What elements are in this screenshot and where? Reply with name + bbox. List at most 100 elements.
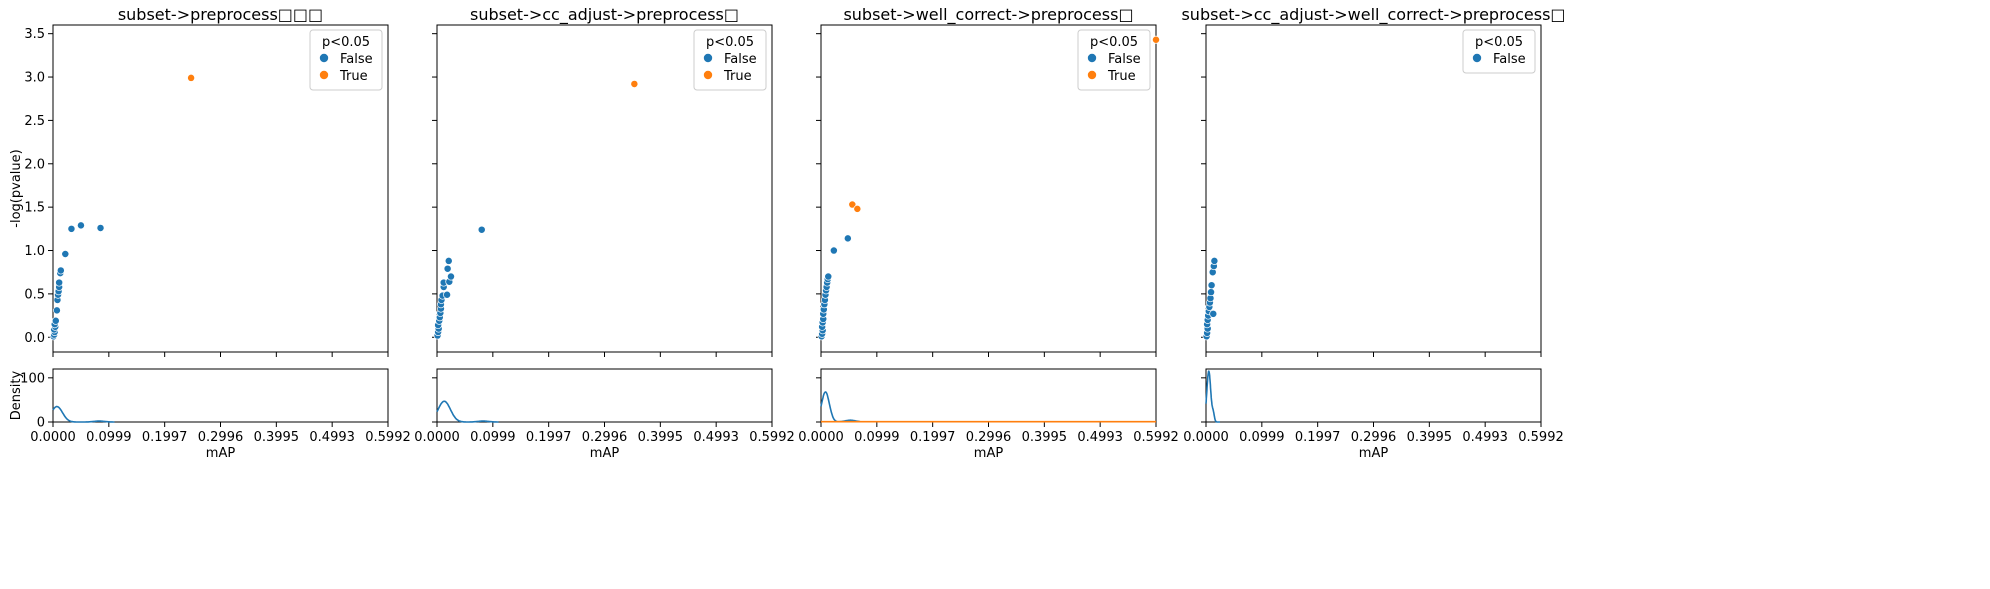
legend-marker-false [1087,53,1097,63]
data-point-false [843,234,852,243]
legend-marker-false [319,53,329,63]
x-tick-label: 0.1997 [1295,430,1341,445]
x-tick-label: 0.4993 [1462,430,1508,445]
data-point-false [96,224,105,232]
legend-marker-true [319,70,329,80]
legend-label: False [1493,52,1526,67]
x-tick-label: 0.0000 [798,430,844,445]
density-curve [436,400,499,423]
panel-4: subset->cc_adjust->well_correct->preproc… [1181,5,1565,461]
data-point-false [1207,281,1216,290]
density-y-tick-label: 100 [20,371,45,386]
density-curve [52,405,115,423]
y-tick-label: 1.0 [24,244,45,259]
data-point-false [1209,309,1218,318]
data-point-true [853,204,862,213]
x-tick-label: 0.4993 [1077,430,1123,445]
legend-title: p<0.05 [322,35,370,50]
x-tick-label: 0.0999 [86,430,132,445]
x-tick-label: 0.0000 [30,430,76,445]
x-tick-label: 0.5992 [1518,430,1564,445]
x-axis-label: mAP [590,446,620,461]
legend: p<0.05 False True [693,29,767,91]
data-point-false [443,290,452,299]
y-tick-label: 1.5 [24,201,45,216]
data-point-true [1152,35,1160,44]
legend: p<0.05 False True [309,29,383,91]
x-tick-label: 0.0000 [414,430,460,445]
data-point-false [55,278,64,287]
legend-label: False [1108,52,1141,67]
scatter-axes-frame [1205,24,1542,353]
y-tick-label: 0.5 [24,287,45,302]
x-tick-label: 0.2996 [966,430,1012,445]
data-point-false [829,246,838,255]
density-axes-frame [436,368,773,423]
x-tick-label: 0.3995 [1022,430,1068,445]
y-tick-label: 2.5 [24,114,45,129]
x-tick-label: 0.1997 [526,430,572,445]
panel-title: subset->preprocess□□□ [118,5,323,24]
data-point-false [61,250,70,258]
data-point-false [51,316,60,325]
x-axis-label: mAP [206,446,236,461]
x-tick-label: 0.1997 [910,430,956,445]
panel-title: subset->cc_adjust->preprocess□ [470,5,739,25]
x-tick-label: 0.3995 [1407,430,1453,445]
x-tick-label: 0.0999 [854,430,900,445]
panel-3: subset->well_correct->preprocess□ 0.0000 0… [798,5,1179,461]
panel-title: subset->well_correct->preprocess□ [843,5,1133,25]
density-curve [1205,370,1220,423]
density-y-axis-label: Density [9,370,24,420]
x-tick-label: 0.0000 [1183,430,1229,445]
legend-marker-true [1087,70,1097,80]
legend-label: True [339,69,368,84]
data-point-true [630,80,639,88]
legend: p<0.05 False True [1077,29,1151,91]
data-point-false [443,264,452,273]
x-axis-label: mAP [1359,446,1389,461]
data-point-false [1210,256,1219,265]
x-tick-label: 0.2996 [1351,430,1397,445]
data-point-false [444,256,453,265]
x-tick-label: 0.4993 [309,430,355,445]
data-point-false [447,272,455,281]
data-point-false [77,221,85,230]
x-tick-label: 0.4993 [693,430,739,445]
legend-label: True [1107,69,1136,84]
density-y-tick-label: 0 [37,416,45,431]
x-tick-label: 0.0999 [1239,430,1285,445]
data-point-false [477,225,486,234]
y-tick-label: 3.5 [24,27,45,42]
x-tick-label: 0.0999 [470,430,516,445]
y-tick-label: 0.0 [24,331,45,346]
legend-marker-false [1472,53,1482,63]
x-tick-label: 0.5992 [749,430,795,445]
legend-marker-true [703,70,713,80]
x-tick-label: 0.5992 [1133,430,1179,445]
data-point-true [848,200,857,209]
x-tick-label: 0.3995 [254,430,300,445]
density-curve [820,391,861,423]
x-tick-label: 0.2996 [582,430,628,445]
legend-title: p<0.05 [706,35,754,50]
data-point-true [187,73,196,82]
panel-title: subset->cc_adjust->well_correct->preproc… [1181,5,1565,25]
x-tick-label: 0.5992 [365,430,411,445]
density-axes-frame [820,368,1157,423]
data-point-false [1207,288,1215,297]
x-tick-label: 0.3995 [638,430,684,445]
legend: p<0.05 False [1462,29,1536,74]
data-point-false [67,224,76,233]
legend-label: True [723,69,752,84]
legend-title: p<0.05 [1475,35,1523,50]
legend-marker-false [703,53,713,63]
x-axis-label: mAP [974,446,1004,461]
y-tick-label: 3.0 [24,71,45,86]
legend-label: False [340,52,373,67]
panel-2: subset->cc_adjust->preprocess□ 0.0000 0.09… [414,5,795,461]
x-tick-label: 0.1997 [142,430,188,445]
density-axes-frame [1205,368,1542,423]
y-axis-label: -log(pvalue) [9,149,24,227]
